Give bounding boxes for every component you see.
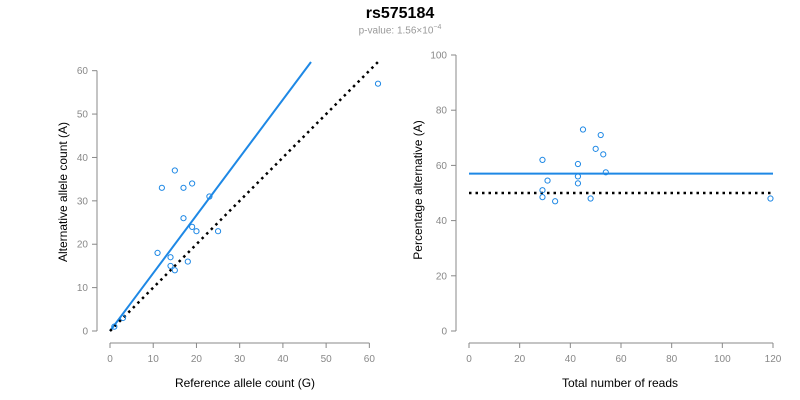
data-point	[180, 215, 187, 222]
y-tick-label: 80	[436, 106, 448, 117]
data-point	[167, 262, 174, 270]
reference-line	[109, 61, 379, 332]
p-value-subtitle: p-value: 1.56×10−4	[0, 24, 800, 36]
x-tick-label: 30	[234, 354, 246, 365]
data-point	[602, 169, 609, 176]
p-value-exponent: −4	[433, 24, 442, 31]
data-point	[167, 254, 174, 261]
x-tick-label: 120	[765, 354, 782, 365]
data-point	[119, 314, 127, 322]
fit-line	[109, 61, 312, 332]
data-point	[592, 145, 599, 152]
y-tick-label: 20	[436, 271, 448, 282]
y-tick-label: 40	[77, 153, 89, 164]
p-value-text: p-value: 1.56×10	[358, 25, 434, 37]
data-point	[574, 160, 582, 168]
data-point	[552, 198, 559, 205]
percentage-scatter-plot: 0 20 40 60 80 100 120 0 20 40 60 80 100 Total number …	[411, 51, 782, 391]
data-point	[189, 223, 196, 230]
data-point	[579, 126, 587, 133]
data-point	[587, 195, 594, 202]
x-tick-label: 80	[666, 354, 678, 365]
data-point	[539, 194, 546, 201]
data-point	[193, 228, 200, 235]
data-point	[206, 193, 213, 200]
x-tick-label: 20	[191, 354, 203, 365]
x-tick-label: 40	[277, 354, 289, 365]
data-point	[184, 258, 191, 265]
data-point	[767, 195, 774, 202]
y-axis-label: Percentage alternative (A)	[411, 120, 425, 259]
data-point	[171, 267, 178, 274]
x-tick-label: 0	[466, 354, 472, 365]
y-tick-label: 40	[436, 216, 448, 227]
y-tick-label: 30	[77, 196, 89, 207]
data-point	[600, 151, 607, 158]
data-point	[214, 228, 222, 235]
data-point	[597, 131, 604, 139]
page-title: rs575184	[365, 5, 435, 22]
x-tick-label: 40	[565, 354, 577, 365]
y-tick-label: 60	[436, 161, 448, 172]
x-tick-label: 20	[514, 354, 526, 365]
data-point	[574, 173, 582, 180]
data-point	[158, 184, 165, 191]
data-point	[189, 180, 196, 187]
x-axis-label: Total number of reads	[562, 376, 678, 390]
x-tick-label: 0	[107, 354, 113, 365]
y-tick-label: 100	[430, 51, 447, 62]
data-point	[154, 249, 161, 257]
y-axis-label: Alternative allele count (A)	[56, 122, 70, 262]
x-tick-label: 60	[615, 354, 627, 365]
data-point	[180, 184, 187, 191]
y-tick-label: 0	[82, 327, 88, 338]
data-point	[374, 80, 382, 87]
y-tick-label: 10	[77, 283, 89, 294]
data-point	[539, 187, 546, 194]
x-tick-label: 50	[321, 354, 333, 365]
data-point	[574, 180, 582, 187]
y-tick-label: 60	[77, 66, 89, 77]
data-point	[544, 177, 551, 184]
y-tick-label: 0	[441, 327, 447, 338]
allele-count-scatter-plot: 0 10 20 30 40 50 60 0 10 20 30 40 50 60 Reference alle…	[56, 61, 382, 390]
y-tick-label: 20	[77, 240, 89, 251]
x-axis-label: Reference allele count (G)	[175, 376, 315, 390]
data-point	[111, 323, 118, 330]
x-tick-label: 100	[714, 354, 731, 365]
x-tick-label: 60	[364, 354, 376, 365]
x-tick-label: 10	[148, 354, 160, 365]
data-point	[171, 167, 178, 174]
y-tick-label: 50	[77, 110, 89, 121]
data-point	[539, 156, 546, 163]
